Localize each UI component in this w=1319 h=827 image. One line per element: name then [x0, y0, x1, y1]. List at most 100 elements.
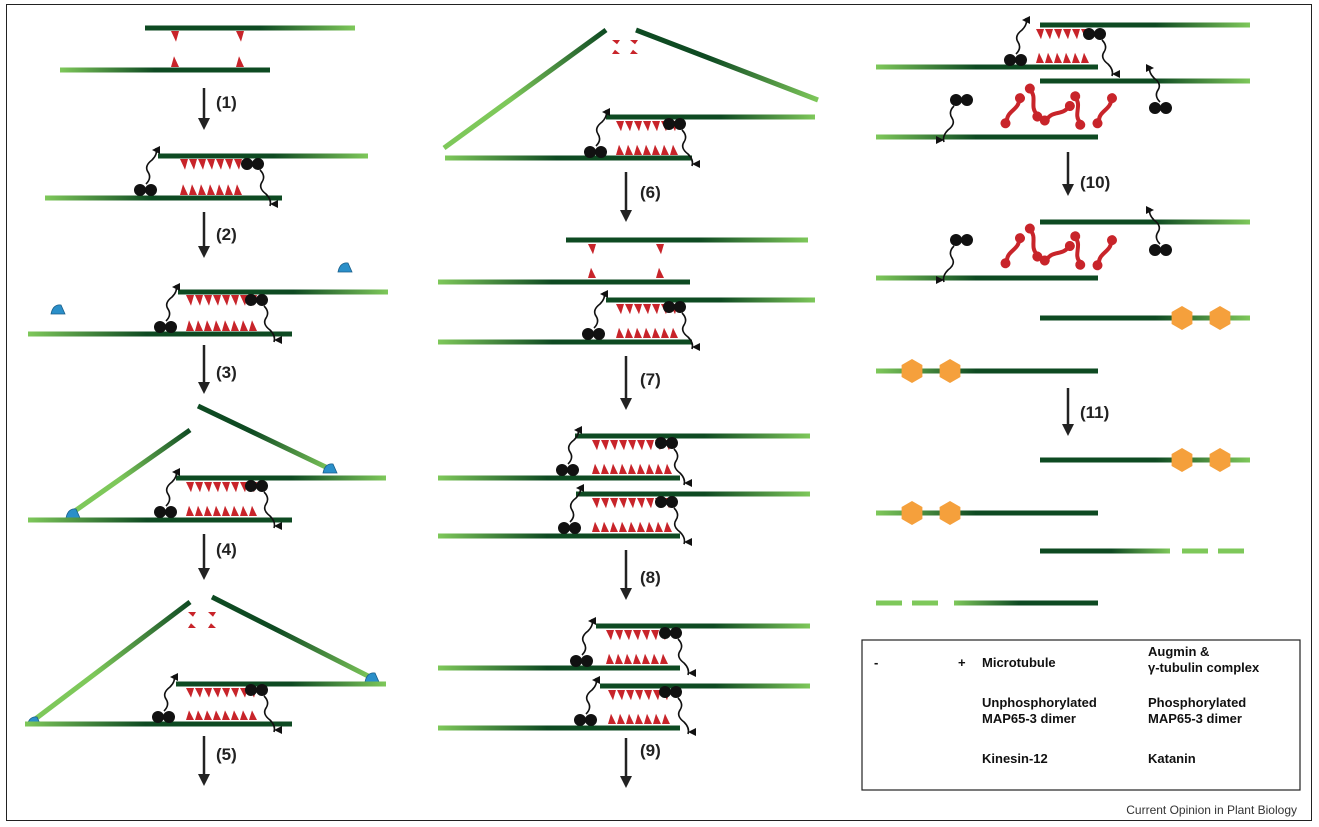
map65-dimer	[195, 688, 203, 720]
kinesin-12	[1146, 64, 1172, 114]
map65-dimer	[616, 121, 624, 155]
map65-dimer	[207, 159, 215, 195]
map65-dimer	[637, 440, 645, 474]
kinesin-12	[574, 676, 600, 726]
kinesin-12	[655, 496, 692, 546]
arrow	[198, 88, 210, 130]
legend-phos-2: MAP65-3 dimer	[1148, 711, 1242, 726]
map65-dimer	[592, 440, 600, 474]
map65-dimer	[204, 688, 212, 720]
map65-dimer	[186, 295, 194, 331]
step-label-1: (1)	[216, 93, 237, 112]
map65-dimer	[653, 690, 661, 724]
arrow	[198, 212, 210, 258]
map65-dimer	[231, 688, 239, 720]
legend-minus: -	[874, 655, 878, 670]
map65-dimer	[186, 688, 194, 720]
map65-dimer	[601, 440, 609, 474]
step-label-11: (11)	[1080, 403, 1109, 422]
step-label-8: (8)	[640, 568, 661, 587]
kinesin-12	[1146, 206, 1172, 256]
map65-dimer	[216, 159, 224, 195]
map65-dimer	[186, 482, 194, 516]
map65-dimer	[213, 688, 221, 720]
map65-dimer	[625, 121, 633, 155]
legend-plus: +	[958, 655, 966, 670]
map65-dimer	[195, 295, 203, 331]
map65-dimer	[642, 630, 650, 664]
arrow	[198, 736, 210, 786]
map65-dimer	[234, 159, 242, 195]
map65-dimer	[236, 31, 244, 67]
map65-dimer	[171, 31, 179, 67]
microtubule	[28, 600, 192, 725]
map65-dimer	[612, 40, 620, 54]
katanin-icon	[939, 501, 961, 525]
map65-dimer	[624, 630, 632, 664]
map65-dimer	[610, 498, 618, 532]
legend-augmin-2: γ-tubulin complex	[1148, 660, 1260, 675]
map65-dimer	[615, 630, 623, 664]
microtubule	[70, 427, 192, 516]
map65-dimer	[643, 304, 651, 338]
katanin-icon	[1209, 448, 1231, 472]
map65-dimer	[626, 690, 634, 724]
katanin-icon	[901, 501, 923, 525]
map65-dimer	[225, 159, 233, 195]
katanin-icon	[901, 359, 923, 383]
legend: - + Microtubule Augmin & γ-tubulin compl…	[861, 639, 1301, 791]
phosphorylated-map65	[1000, 233, 1025, 269]
arrow	[620, 172, 632, 222]
map65-dimer	[188, 612, 196, 628]
katanin-icon	[1171, 448, 1193, 472]
map65-dimer	[644, 690, 652, 724]
map65-dimer	[617, 690, 625, 724]
kinesin-12	[245, 684, 282, 734]
arrow	[198, 345, 210, 394]
phosphorylated-map65	[1039, 101, 1075, 126]
map65-dimer	[634, 121, 642, 155]
map65-dimer	[204, 482, 212, 516]
map65-dimer	[1054, 29, 1062, 63]
map65-dimer	[619, 498, 627, 532]
map65-dimer	[608, 690, 616, 724]
map65-dimer	[198, 159, 206, 195]
legend-katanin: Katanin	[1148, 751, 1196, 766]
microtubule	[442, 27, 608, 151]
map65-dimer	[189, 159, 197, 195]
map65-dimer	[240, 295, 248, 331]
map65-dimer	[633, 630, 641, 664]
kinesin-12	[556, 426, 582, 476]
map65-dimer	[180, 159, 188, 195]
phosphorylated-map65	[1070, 231, 1086, 270]
kinesin-12	[663, 118, 700, 168]
kinesin-12	[663, 301, 700, 351]
map65-dimer	[635, 690, 643, 724]
kinesin-12	[936, 234, 973, 284]
kinesin-12	[245, 480, 282, 530]
map65-dimer	[222, 295, 230, 331]
augmin-icon	[65, 508, 81, 519]
kinesin-12	[154, 468, 180, 518]
map65-dimer	[231, 482, 239, 516]
map65-dimer	[610, 440, 618, 474]
step-label-10: (10)	[1080, 173, 1110, 192]
phosphorylated-map65	[1024, 223, 1043, 262]
augmin-icon	[50, 304, 66, 315]
kinesin-12	[936, 94, 973, 144]
map65-dimer	[616, 304, 624, 338]
map65-dimer	[213, 295, 221, 331]
map65-dimer	[637, 498, 645, 532]
kinesin-12	[659, 627, 696, 677]
map65-dimer	[643, 121, 651, 155]
map65-dimer	[606, 630, 614, 664]
map65-dimer	[652, 121, 660, 155]
phosphorylated-map65	[1092, 93, 1117, 129]
phosphorylated-map65	[1070, 91, 1086, 130]
katanin-icon	[1209, 306, 1231, 330]
kinesin-12	[582, 290, 608, 340]
kinesin-12	[570, 617, 596, 667]
kinesin-12	[241, 158, 278, 208]
map65-dimer	[231, 295, 239, 331]
